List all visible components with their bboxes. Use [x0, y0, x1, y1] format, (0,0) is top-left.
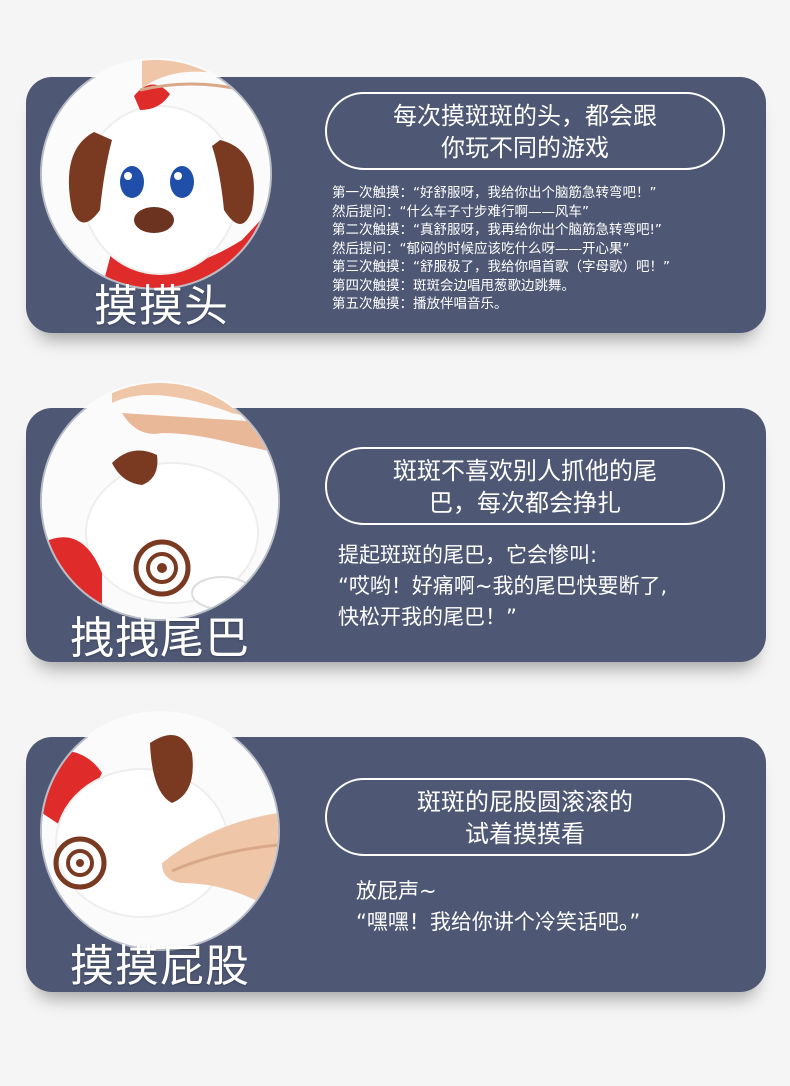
description-line: “嘿嘿！我给你讲个冷笑话吧。” [356, 910, 641, 934]
description-line: 放屁声~ [356, 879, 437, 903]
action-title-pat-head: 摸摸头 [94, 281, 229, 332]
description-line: 第五次触摸：播放伴唱音乐。 [332, 296, 508, 312]
headline-line: 巴，每次都会挣扎 [429, 489, 621, 517]
headline-line: 斑斑的屁股圆滚滚的 [417, 788, 633, 816]
description-line: 然后提问：“郁闷的时候应该吃什么呀——开心果” [332, 240, 630, 257]
hand-touching-puppy-bottom-icon [42, 713, 278, 949]
description-line: 第三次触摸：“舒服极了，我给你唱首歌（字母歌）吧！” [332, 259, 670, 275]
hand-pulling-puppy-tail-icon [42, 383, 278, 619]
headline-line: 试着摸摸看 [465, 820, 585, 848]
headline-pill-bottom: 斑斑的屁股圆滚滚的 试着摸摸看 [325, 778, 725, 856]
description-head: 第一次触摸：“好舒服呀，我给你出个脑筋急转弯吧！” 然后提问：“什么车子寸步难行… [332, 184, 670, 314]
headline-line: 每次摸斑斑的头，都会跟 [393, 102, 657, 130]
hand-patting-puppy-head-icon [42, 60, 270, 288]
description-line: 提起斑斑的尾巴，它会惨叫: [338, 543, 598, 567]
description-line: 第一次触摸：“好舒服呀，我给你出个脑筋急转弯吧！” [332, 185, 657, 201]
description-tail: 提起斑斑的尾巴，它会惨叫: “哎哟！好痛啊~我的尾巴快要断了, 快松开我的尾巴！… [338, 540, 667, 633]
action-title-pull-tail: 拽拽尾巴 [70, 613, 250, 664]
description-line: 第四次触摸：斑斑会边唱甩葱歌边跳舞。 [332, 277, 575, 294]
description-line: 第二次触摸：“真舒服呀，我再给你出个脑筋急转弯吧!” [332, 222, 662, 238]
headline-line: 你玩不同的游戏 [441, 134, 609, 162]
headline-line: 斑斑不喜欢别人抓他的尾 [393, 457, 657, 485]
headline-pill-tail: 斑斑不喜欢别人抓他的尾 巴，每次都会挣扎 [325, 447, 725, 525]
headline-pill-head: 每次摸斑斑的头，都会跟 你玩不同的游戏 [325, 92, 725, 170]
description-line: “哎哟！好痛啊~我的尾巴快要断了, [338, 574, 668, 598]
description-line: 快松开我的尾巴！” [338, 605, 517, 629]
action-title-touch-bottom: 摸摸屁股 [70, 941, 250, 992]
description-line: 然后提问：“什么车子寸步难行啊——风车” [332, 203, 589, 220]
description-bottom: 放屁声~ “嘿嘿！我给你讲个冷笑话吧。” [356, 876, 640, 938]
